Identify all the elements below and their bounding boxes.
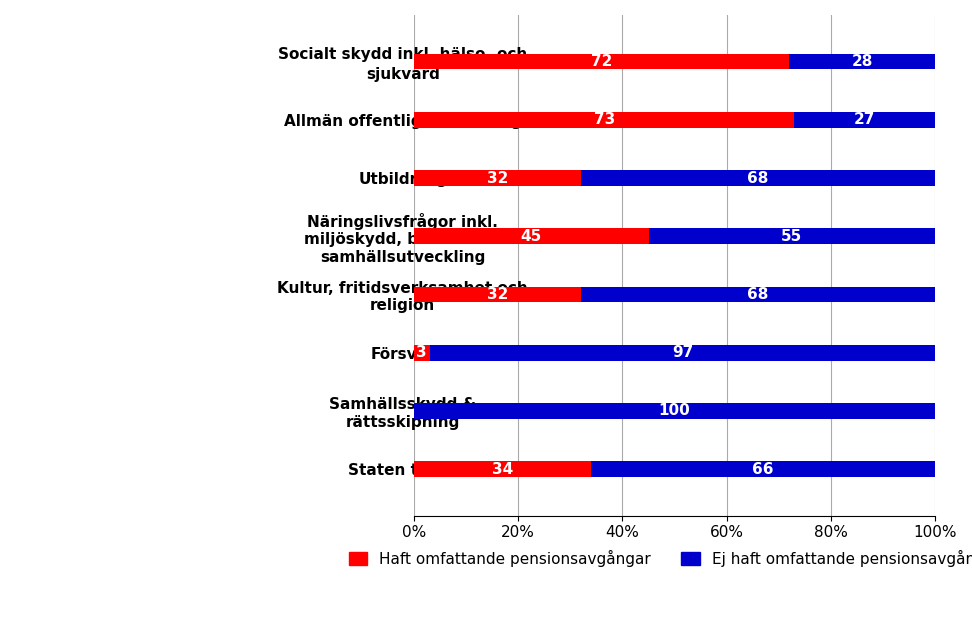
Bar: [794, 112, 935, 128]
Bar: [580, 170, 935, 186]
Bar: [414, 461, 591, 477]
Text: 32: 32: [487, 170, 508, 186]
Text: 73: 73: [594, 112, 615, 128]
Text: 100: 100: [659, 403, 690, 419]
Text: 97: 97: [672, 345, 693, 360]
Bar: [580, 286, 935, 302]
Bar: [414, 286, 580, 302]
Legend: Haft omfattande pensionsavgångar, Ej haft omfattande pensionsavgångar: Haft omfattande pensionsavgångar, Ej haf…: [342, 544, 972, 573]
Text: 68: 68: [747, 287, 769, 302]
Bar: [430, 345, 935, 360]
Bar: [414, 345, 430, 360]
Text: 34: 34: [492, 462, 513, 477]
Bar: [414, 112, 794, 128]
Bar: [414, 54, 789, 70]
Text: 27: 27: [854, 112, 876, 128]
Text: 45: 45: [521, 229, 541, 244]
Bar: [414, 170, 580, 186]
Bar: [648, 228, 935, 244]
Text: 32: 32: [487, 287, 508, 302]
Text: 66: 66: [752, 462, 774, 477]
Text: 28: 28: [851, 54, 873, 69]
Text: 68: 68: [747, 170, 769, 186]
Bar: [414, 403, 935, 419]
Text: 3: 3: [416, 345, 427, 360]
Bar: [591, 461, 935, 477]
Bar: [789, 54, 935, 70]
Text: 72: 72: [591, 54, 612, 69]
Text: 55: 55: [781, 229, 803, 244]
Bar: [414, 228, 648, 244]
